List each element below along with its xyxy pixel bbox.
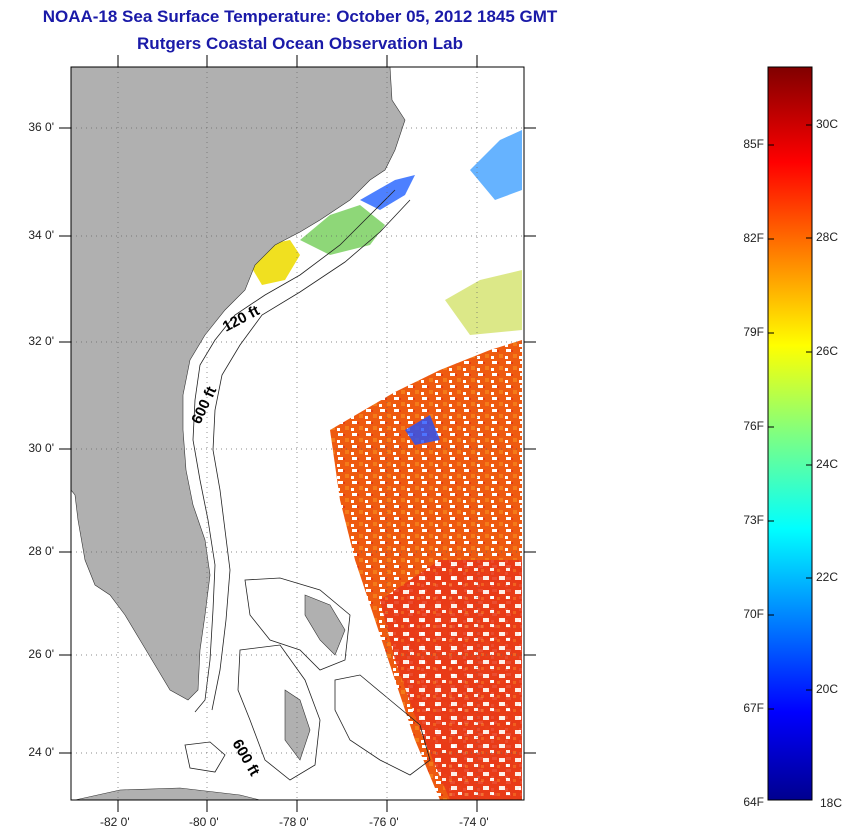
sst-offshore-patch	[470, 130, 522, 200]
colorbar-c-20: 20C	[816, 682, 839, 696]
contour-120ft	[192, 189, 396, 713]
sst-offshore-patch-3	[405, 415, 440, 445]
lat-label-36: 36 0'	[28, 120, 54, 134]
contour-bahamas	[244, 577, 351, 671]
land-bahamas	[304, 594, 346, 656]
contour-bahamas-3	[334, 674, 431, 776]
colorbar-f-76: 76F	[743, 419, 764, 433]
colorbar-f-85: 85F	[743, 137, 764, 151]
colorbar-ticks	[768, 124, 812, 710]
lon-label-74: -74 0'	[459, 815, 489, 829]
colorbar-f-73: 73F	[743, 513, 764, 527]
colorbar-c-28: 28C	[816, 230, 839, 244]
colorbar-f-82: 82F	[743, 231, 764, 245]
lat-label-24: 24 0'	[28, 745, 54, 759]
lat-label-26: 26 0'	[28, 647, 54, 661]
contour-600ft	[211, 199, 411, 711]
colorbar-c-30: 30C	[816, 117, 839, 131]
colorbar-c-24: 24C	[816, 457, 839, 471]
map-ticks	[59, 55, 536, 812]
land-bahamas-2	[284, 689, 311, 761]
colorbar-f-70: 70F	[743, 607, 764, 621]
lon-label-78: -78 0'	[279, 815, 309, 829]
lat-label-32: 32 0'	[28, 334, 54, 348]
contour-small	[184, 741, 226, 773]
colorbar-f-67: 67F	[743, 701, 764, 715]
colorbar-c-18: 18C	[820, 796, 843, 810]
map-grid	[71, 67, 524, 800]
map-subtitle: Rutgers Coastal Ocean Observation Lab	[137, 34, 463, 53]
colorbar-f-79: 79F	[743, 325, 764, 339]
colorbar	[767, 66, 813, 801]
colorbar-f-64: 64F	[743, 795, 764, 809]
lon-label-76: -76 0'	[369, 815, 399, 829]
lat-label-28: 28 0'	[28, 544, 54, 558]
colorbar-c-22: 22C	[816, 570, 839, 584]
lat-label-34: 34 0'	[28, 228, 54, 242]
contour-bahamas-2	[237, 644, 321, 781]
sst-offshore-patch-2	[445, 270, 522, 335]
sst-coastal-patch-3	[360, 175, 415, 210]
lon-label-80: -80 0'	[189, 815, 219, 829]
colorbar-c-26: 26C	[816, 344, 839, 358]
map-title: NOAA-18 Sea Surface Temperature: October…	[42, 7, 558, 26]
sst-hot-region	[380, 560, 522, 800]
lon-label-82: -82 0'	[100, 815, 130, 829]
sst-coastal-patch-2	[300, 205, 385, 255]
lat-label-30: 30 0'	[28, 441, 54, 455]
land-mainland	[70, 66, 406, 701]
